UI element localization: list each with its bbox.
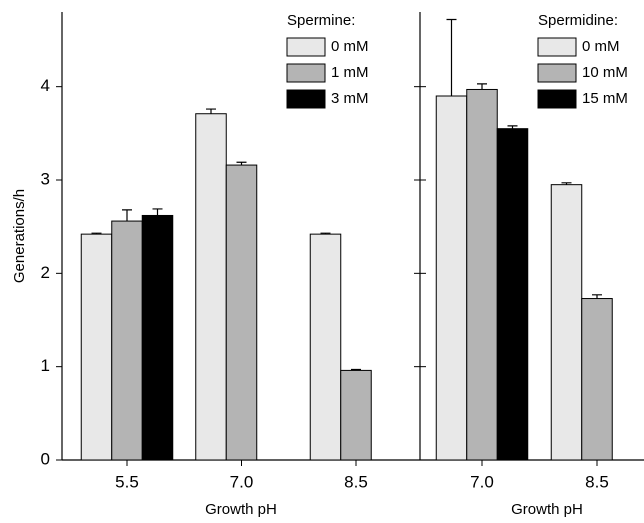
x-tick-label: 7.0 <box>470 472 494 491</box>
x-tick-label: 8.5 <box>585 472 609 491</box>
y-tick-label: 0 <box>41 449 50 468</box>
legend-title: Spermine: <box>287 12 355 29</box>
bar <box>466 88 498 461</box>
error-bar <box>592 294 602 299</box>
legend-label: 1 mM <box>331 64 369 81</box>
error-bar <box>477 83 487 90</box>
bar <box>309 233 342 461</box>
error-bar <box>122 209 132 222</box>
y-tick-label: 3 <box>41 169 50 188</box>
bar <box>141 214 174 461</box>
legend-label: 0 mM <box>582 38 620 55</box>
error-bar <box>152 208 163 216</box>
legend-swatch <box>537 37 577 57</box>
error-bar <box>351 368 361 371</box>
legend-label: 10 mM <box>582 64 628 81</box>
bar <box>111 220 143 461</box>
error-bar <box>91 232 102 235</box>
bar <box>340 369 372 461</box>
y-axis-label: Generations/h <box>11 189 28 283</box>
x-tick-label: 5.5 <box>115 472 139 491</box>
bar <box>550 184 583 461</box>
error-bar <box>561 182 572 185</box>
legend-swatch <box>537 89 577 109</box>
error-bar <box>446 18 457 96</box>
legend-swatch <box>286 37 326 57</box>
y-tick-label: 4 <box>41 76 50 95</box>
error-bar <box>206 108 216 114</box>
x-tick-label: 7.0 <box>230 472 254 491</box>
legend-label: 3 mM <box>331 90 369 107</box>
legend-label: 0 mM <box>331 38 369 55</box>
error-bar <box>507 125 518 129</box>
bar <box>435 95 468 461</box>
legend-swatch <box>286 63 326 83</box>
legend-swatch <box>286 89 326 109</box>
bar <box>195 113 227 461</box>
error-bar <box>320 232 331 235</box>
x-axis-label: Growth pH <box>205 501 277 518</box>
bar <box>80 233 113 461</box>
x-axis-label: Growth pH <box>511 501 583 518</box>
x-tick-label: 8.5 <box>344 472 368 491</box>
bar <box>496 128 529 461</box>
bar <box>581 298 613 461</box>
legend-label: 15 mM <box>582 90 628 107</box>
error-bar <box>236 161 247 166</box>
y-tick-label: 1 <box>41 356 50 375</box>
y-tick-label: 2 <box>41 263 50 282</box>
legend-title: Spermidine: <box>538 12 618 29</box>
bar <box>225 164 258 461</box>
legend-swatch <box>537 63 577 83</box>
